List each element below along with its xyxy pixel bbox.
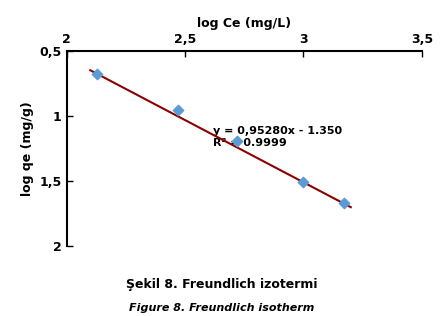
Point [234, 138, 241, 143]
Point [300, 180, 307, 185]
Text: y = 0,95280x - 1.350
R² = 0.9999: y = 0,95280x - 1.350 R² = 0.9999 [214, 126, 342, 148]
Point [340, 201, 347, 206]
Point [94, 71, 101, 76]
Text: Figure 8. Freundlich isotherm: Figure 8. Freundlich isotherm [129, 303, 315, 313]
Y-axis label: log qe (mg/g): log qe (mg/g) [21, 101, 34, 196]
Point [174, 107, 182, 112]
X-axis label: log Ce (mg/L): log Ce (mg/L) [197, 17, 291, 30]
Text: Şekil 8. Freundlich izotermi: Şekil 8. Freundlich izotermi [126, 278, 318, 291]
